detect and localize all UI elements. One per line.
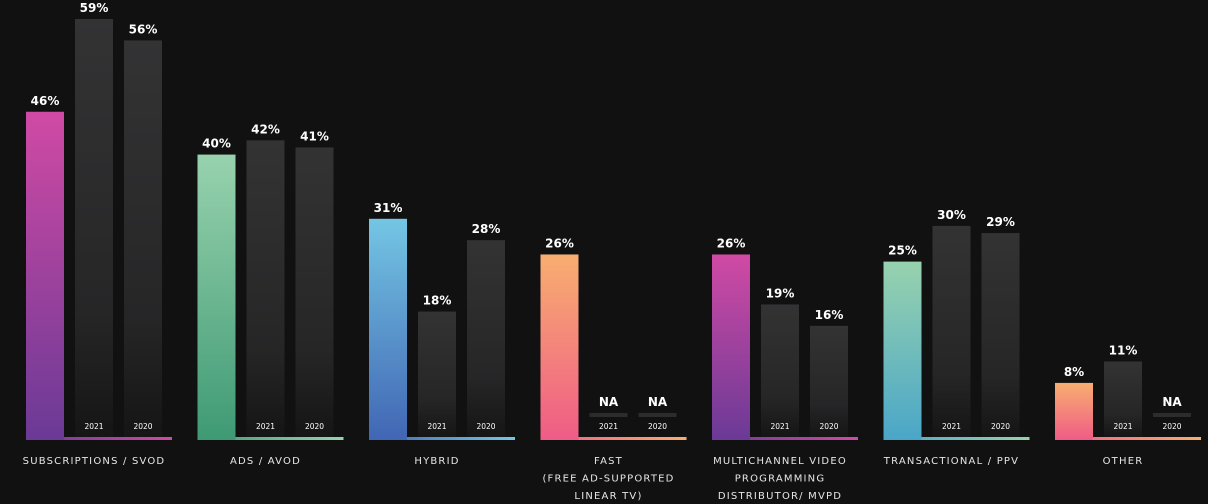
category-label: SUBSCRIPTIONS / SVOD [23,456,166,467]
labels-layer: 46% 59% 2021 56% 2020 SUBSCRIPTIONS / SVOD 40%… [23,1,1183,502]
bar [638,413,677,417]
baseline-bar [712,437,858,440]
value-label: 40% [202,137,231,151]
category-label: HYBRID [414,456,459,467]
bar [246,140,285,437]
baseline-bar [1055,437,1201,440]
year-label: 2021 [1113,422,1132,431]
value-label: NA [599,395,619,409]
year-label: 2020 [1162,422,1181,431]
baseline-bar [883,437,1030,440]
bar [981,233,1020,437]
value-label: 11% [1109,344,1138,358]
baseline-bar [540,437,687,440]
value-label: 18% [423,294,452,308]
bars-layer [26,19,1201,441]
value-label: 30% [937,208,966,222]
value-label: NA [648,395,668,409]
value-label: 26% [545,236,574,250]
bar [810,325,848,437]
year-label: 2021 [84,422,103,431]
bar [1055,382,1093,440]
year-label: 2020 [305,422,324,431]
bar [1104,361,1142,437]
value-label: 46% [31,94,60,108]
category-label: TRANSACTIONAL / PPV [883,456,1019,467]
year-label: 2020 [133,422,152,431]
category-label: PROGRAMMING [735,474,826,485]
value-label: 41% [300,129,329,143]
category-label: FAST [594,456,623,467]
year-label: 2021 [942,422,961,431]
category-label: ADS / AVOD [230,456,301,467]
category-label: MULTICHANNEL VIDEO [713,456,847,467]
value-label: 16% [815,308,844,322]
bar [75,19,113,437]
year-label: 2020 [648,422,667,431]
value-label: 8% [1064,365,1084,379]
bar [467,240,505,437]
year-label: 2020 [819,422,838,431]
bar [540,254,579,440]
category-label: DISTRIBUTOR/ MVPD [718,491,842,502]
category-label: LINEAR TV) [574,491,642,502]
year-label: 2021 [427,422,446,431]
bar [26,111,64,441]
category-label: OTHER [1103,456,1144,467]
bar [1153,413,1191,417]
category-label: (FREE AD-SUPPORTED [542,474,674,485]
bar [932,225,971,437]
value-label: 56% [129,22,158,36]
bar [124,40,162,438]
year-label: 2020 [476,422,495,431]
value-label: 19% [766,286,795,300]
baseline-bar [197,437,344,440]
year-label: 2021 [599,422,618,431]
value-label: 28% [472,222,501,236]
baseline-bar [369,437,515,440]
bar [418,311,456,437]
year-label: 2020 [991,422,1010,431]
baseline-bar [26,437,172,440]
bar [761,304,799,437]
bar [369,218,407,440]
value-label: 25% [888,244,917,258]
bar [712,254,750,440]
bar [295,147,334,437]
bar [197,154,236,440]
bar [589,413,628,417]
value-label: NA [1162,395,1182,409]
value-label: 26% [717,236,746,250]
value-label: 29% [986,215,1015,229]
year-label: 2021 [770,422,789,431]
year-label: 2021 [256,422,275,431]
value-label: 42% [251,122,280,136]
bar [883,261,922,440]
value-label: 59% [80,1,109,15]
value-label: 31% [374,201,403,215]
